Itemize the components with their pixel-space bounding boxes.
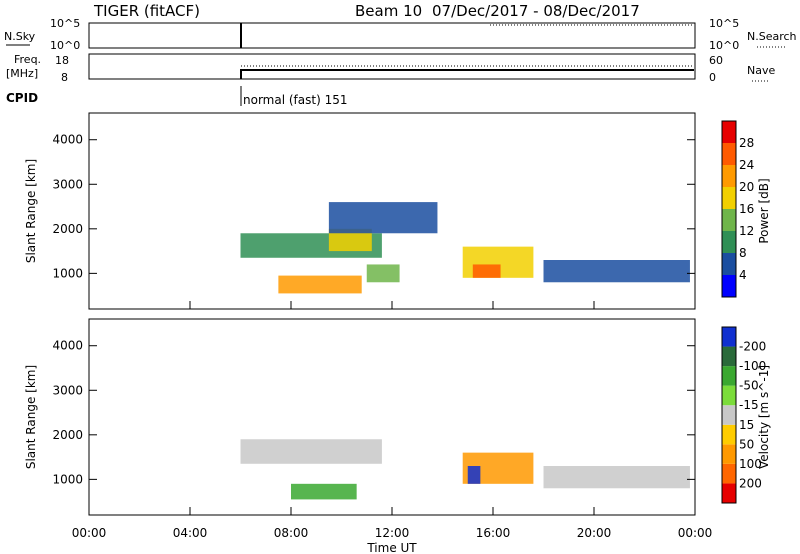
- time-tick-label: 00:00: [72, 526, 107, 540]
- power-colorbar-tick: 28: [739, 136, 754, 150]
- nsearch-tick-bottom: 10^0: [709, 39, 739, 52]
- nsearch-tick-top: 10^5: [709, 17, 739, 30]
- velocity-colorbar-tick: -50: [739, 379, 759, 393]
- velocity-colorbar-swatch: [722, 405, 736, 425]
- power-colorbar-tick: 20: [739, 180, 754, 194]
- velocity-colorbar: 200 100 50 15 -15 -50 -100 -200: [721, 326, 766, 504]
- velocity-y-axis: 1000 2000 3000 4000: [52, 339, 695, 486]
- velocity-region: [543, 466, 690, 489]
- power-ytick-label: 3000: [52, 177, 83, 191]
- power-region: [278, 275, 362, 294]
- velocity-colorbar-tick: -15: [739, 398, 759, 412]
- power-colorbar-swatch: [722, 209, 736, 231]
- power-ytick-label: 4000: [52, 133, 83, 147]
- velocity-colorbar-swatch: [722, 327, 736, 347]
- power-region: [328, 202, 438, 234]
- velocity-colorbar-swatch: [722, 385, 736, 406]
- velocity-colorbar-frame: [721, 326, 737, 504]
- nave-tick-bottom: 0: [709, 71, 716, 84]
- velocity-ylabel: Slant Range [km]: [24, 365, 38, 469]
- velocity-ytick-label: 3000: [52, 383, 83, 397]
- power-ytick-label: 1000: [52, 266, 83, 280]
- velocity-colorbar-swatch: [722, 483, 736, 503]
- freq-tick-top: 18: [55, 54, 69, 67]
- velocity-ytick-label: 2000: [52, 428, 83, 442]
- power-colorbar-swatch: [722, 253, 736, 275]
- time-axis: 00:00 04:00 08:00 12:00 16:00 20:00 00:00: [72, 301, 713, 540]
- cpid-label: CPID: [6, 91, 38, 105]
- velocity-colorbar-tick: 100: [739, 457, 762, 471]
- time-tick-label: 20:00: [577, 526, 612, 540]
- nsky-tick-top: 10^5: [50, 17, 80, 30]
- velocity-colorbar-swatch: [722, 444, 736, 464]
- velocity-region: [240, 439, 382, 464]
- velocity-colorbar-swatch: [722, 424, 736, 445]
- power-colorbar: 4 8 12 16 20 24 28: [721, 120, 754, 298]
- power-colorbar-tick: 12: [739, 224, 754, 238]
- freq-panel: [88, 53, 696, 80]
- power-colorbar-swatch: [722, 275, 736, 297]
- time-axis-label: Time UT: [366, 541, 417, 554]
- velocity-colorbar-tick: 200: [739, 476, 762, 490]
- time-tick-label: 16:00: [476, 526, 511, 540]
- power-y-axis: 1000 2000 3000 4000: [52, 133, 695, 280]
- velocity-colorbar-tick: -200: [739, 340, 766, 354]
- time-tick-label: 12:00: [375, 526, 410, 540]
- nsky-label: N.Sky: [4, 30, 36, 43]
- nsky-tick-bottom: 10^0: [50, 39, 80, 52]
- velocity-colorbar-tick: 50: [739, 437, 754, 451]
- power-heatmap: [240, 202, 690, 294]
- time-tick-label: 04:00: [173, 526, 208, 540]
- velocity-colorbar-swatch: [722, 346, 736, 367]
- time-tick-label: 08:00: [274, 526, 309, 540]
- power-colorbar-swatch: [722, 231, 736, 253]
- velocity-ytick-label: 1000: [52, 472, 83, 486]
- velocity-colorbar-swatch: [722, 463, 736, 484]
- power-region: [543, 260, 690, 283]
- power-colorbar-tick: 8: [739, 246, 747, 260]
- power-region: [328, 228, 372, 252]
- nsearch-label: N.Search: [747, 30, 797, 43]
- power-colorbar-swatch: [722, 121, 736, 143]
- power-colorbar-swatch: [722, 187, 736, 209]
- power-region: [472, 264, 501, 278]
- velocity-heatmap: [240, 439, 690, 500]
- power-colorbar-swatch: [722, 143, 736, 165]
- radar-title: TIGER (fitACF): [93, 2, 200, 20]
- cpid-mode: normal (fast) 151: [243, 93, 347, 107]
- power-colorbar-frame: [721, 120, 737, 298]
- beam-label: Beam 10: [355, 2, 422, 20]
- power-colorbar-tick: 4: [739, 268, 747, 282]
- power-ylabel: Slant Range [km]: [24, 159, 38, 263]
- power-colorbar-label: Power [dB]: [757, 178, 771, 243]
- power-colorbar-swatch: [722, 165, 736, 187]
- velocity-region: [291, 483, 357, 500]
- velocity-colorbar-swatch: [722, 366, 736, 386]
- freq-data: [240, 69, 694, 79]
- nave-tick-top: 60: [709, 54, 723, 67]
- time-tick-label: 00:00: [678, 526, 713, 540]
- velocity-colorbar-tick: 15: [739, 418, 754, 432]
- velocity-region: [467, 466, 481, 484]
- velocity-ytick-label: 4000: [52, 339, 83, 353]
- date-range: 07/Dec/2017 - 08/Dec/2017: [432, 2, 640, 20]
- freq-label: Freq.: [14, 53, 41, 66]
- velocity-colorbar-label: Velocity [m s^-1]: [757, 365, 771, 469]
- power-colorbar-tick: 24: [739, 158, 754, 172]
- velocity-colorbar-tick: -100: [739, 359, 766, 373]
- freq-tick-bottom: 8: [61, 71, 68, 84]
- power-ytick-label: 2000: [52, 222, 83, 236]
- power-colorbar-tick: 16: [739, 202, 754, 216]
- nave-label: Nave: [747, 64, 775, 77]
- power-region: [366, 264, 400, 283]
- freq-unit: [MHz]: [6, 67, 38, 80]
- nsky-panel: [88, 22, 696, 49]
